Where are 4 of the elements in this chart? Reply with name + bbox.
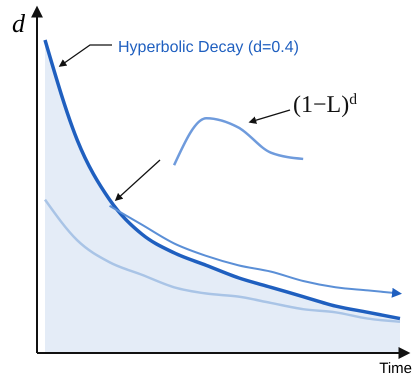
annotation: Hyperbolic Decay (d=0.4) [118,39,299,56]
y-axis-title: d [12,9,26,38]
annotation: (1−L)$^{d}$ [293,90,358,118]
x-axis-title: Time [379,360,412,377]
